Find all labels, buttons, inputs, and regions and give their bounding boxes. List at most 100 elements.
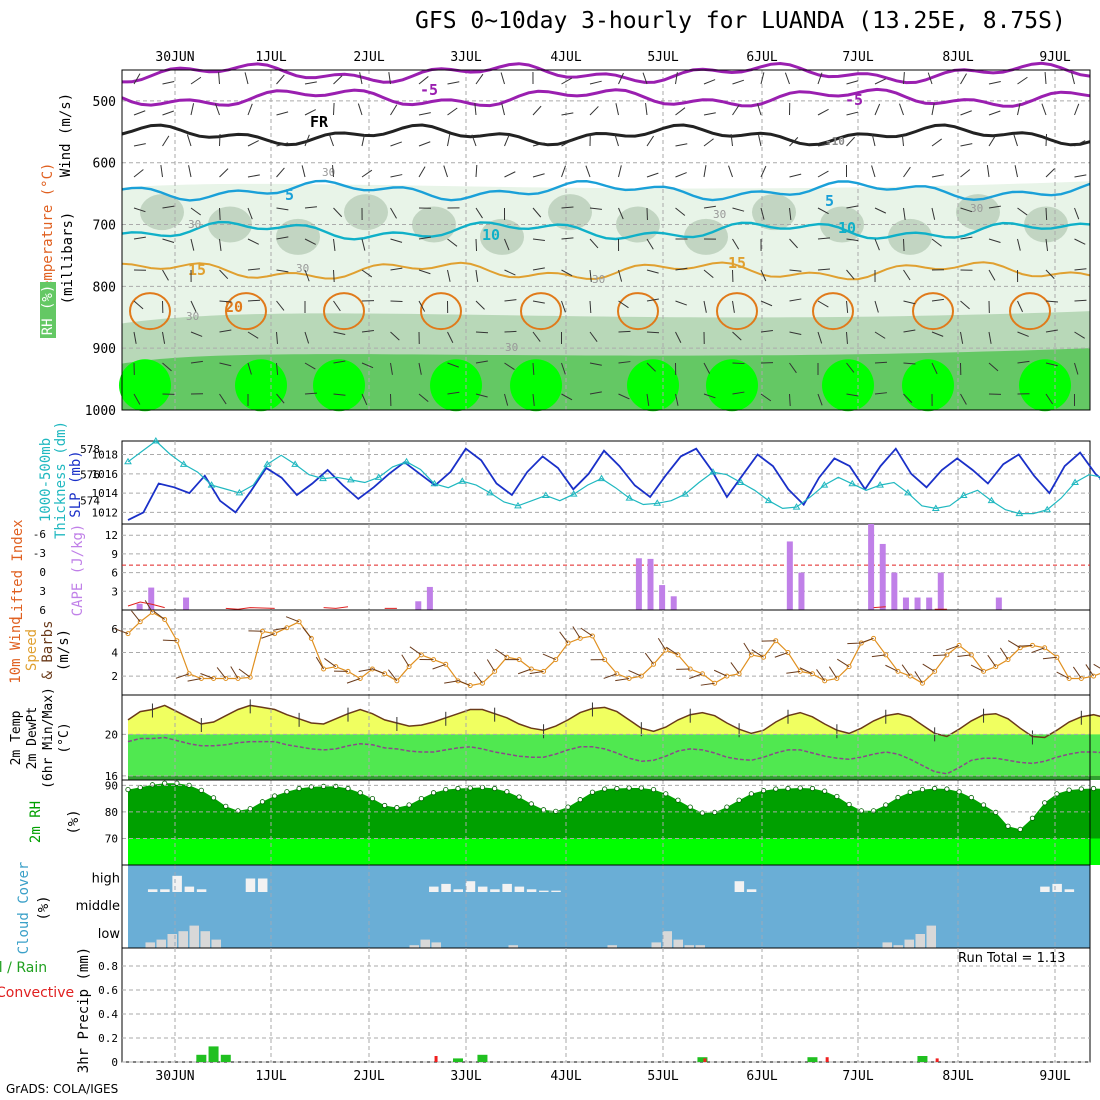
wind-axis-label: Speed bbox=[24, 629, 40, 671]
wind-barb bbox=[133, 207, 146, 213]
wind-barb bbox=[333, 238, 336, 251]
cape-tick-label: 9 bbox=[111, 548, 118, 561]
wind-barb bbox=[475, 164, 478, 178]
wind-barb bbox=[732, 104, 740, 116]
wind-barb bbox=[618, 393, 630, 400]
wind-barb bbox=[144, 600, 153, 613]
rh-marker bbox=[907, 789, 913, 795]
wind-barb bbox=[789, 331, 802, 335]
upper-panel-frame bbox=[121, 69, 1091, 411]
wind-barb bbox=[504, 171, 516, 178]
wind-barb bbox=[276, 269, 289, 273]
pressure-tick-label: 800 bbox=[93, 280, 116, 295]
wind-barb bbox=[789, 269, 802, 272]
rh-marker bbox=[149, 782, 156, 788]
wind-barb bbox=[589, 106, 599, 116]
wind-barb bbox=[390, 238, 403, 243]
wind-barb bbox=[743, 642, 752, 656]
li-tick-label: -3 bbox=[33, 547, 46, 560]
rh-marker bbox=[577, 797, 583, 803]
wind-barb bbox=[361, 134, 366, 147]
wind-barb bbox=[874, 207, 887, 214]
rh-axis-label: 2m RH bbox=[28, 801, 44, 843]
wind-barb bbox=[418, 141, 431, 147]
wind-barb bbox=[703, 393, 716, 399]
rh-marker bbox=[540, 807, 547, 813]
high-cloud-bar bbox=[147, 889, 158, 892]
cape-bar bbox=[415, 601, 422, 610]
wind-barb bbox=[532, 267, 545, 271]
wind-barb bbox=[475, 73, 484, 85]
wind-barb bbox=[361, 393, 368, 406]
wind-barb bbox=[532, 173, 545, 178]
rh-mid-blob bbox=[548, 194, 592, 231]
wind-barb bbox=[504, 299, 517, 302]
wind-barb bbox=[561, 393, 573, 401]
wind-barb bbox=[324, 658, 337, 668]
wind-barb bbox=[561, 362, 566, 375]
wind-tick-label: 6 bbox=[111, 623, 118, 636]
wind-barb bbox=[162, 81, 175, 85]
wind-barb bbox=[276, 362, 279, 375]
cape-bar bbox=[659, 585, 666, 610]
wind-barb bbox=[475, 207, 483, 219]
low-cloud-bar bbox=[156, 939, 166, 948]
convective-precip-bar bbox=[703, 1058, 707, 1062]
wind-barb bbox=[315, 656, 324, 670]
wind-barb bbox=[615, 677, 630, 682]
wind-barb bbox=[657, 638, 667, 651]
wind-barb bbox=[216, 667, 227, 679]
wind-barb bbox=[817, 393, 823, 406]
wind-barb bbox=[486, 659, 496, 672]
rh-tick-label: 80 bbox=[105, 806, 118, 819]
thickness-marker bbox=[319, 474, 327, 482]
wind-barb bbox=[874, 78, 887, 85]
temp-axis-label: 2m Temp bbox=[9, 710, 24, 765]
wind-barb bbox=[903, 166, 911, 178]
high-cloud-bar bbox=[245, 878, 256, 892]
wind-barb bbox=[162, 269, 169, 281]
wind-barb bbox=[618, 165, 622, 178]
wind-barb bbox=[387, 669, 398, 682]
cape-bar bbox=[914, 597, 921, 610]
wind-barb bbox=[190, 300, 197, 313]
thickness-marker bbox=[486, 488, 495, 496]
wind-barb bbox=[304, 109, 316, 116]
rh-legend-swatch bbox=[40, 282, 56, 338]
thickness-marker bbox=[876, 481, 884, 488]
wind-barb bbox=[532, 238, 545, 242]
wind-barb bbox=[361, 329, 374, 333]
wind-barb bbox=[273, 627, 287, 631]
wind-axis-label: (m/s) bbox=[56, 629, 72, 671]
wind-barb bbox=[901, 134, 904, 147]
wind-barb bbox=[1017, 103, 1021, 116]
wind-barb bbox=[532, 142, 545, 147]
wind-barb bbox=[614, 134, 619, 147]
cloud-level-label: low bbox=[98, 927, 121, 942]
wind-barb bbox=[618, 330, 631, 333]
rh-tick-label: 90 bbox=[105, 779, 118, 792]
wind-barb bbox=[500, 72, 505, 85]
wind-barb bbox=[162, 639, 177, 642]
li-tick-label: 6 bbox=[39, 604, 46, 617]
wind-barb bbox=[675, 143, 688, 147]
rh-marker bbox=[724, 804, 730, 810]
wind-barb bbox=[675, 107, 686, 116]
wind-barb bbox=[388, 72, 391, 85]
wind-barb bbox=[703, 362, 711, 374]
wind-barb bbox=[390, 141, 402, 147]
wind-barb bbox=[728, 165, 733, 178]
wind-barb bbox=[346, 678, 361, 684]
wind-barb bbox=[357, 103, 363, 116]
high-cloud-bar bbox=[1052, 883, 1062, 892]
rh-marker bbox=[809, 785, 816, 792]
pressure-tick-label: 700 bbox=[93, 219, 116, 234]
wind-barb bbox=[846, 205, 859, 209]
rh-marker bbox=[663, 791, 669, 797]
wind-barb bbox=[247, 268, 260, 271]
wind-barb bbox=[703, 138, 714, 147]
wind-barb bbox=[190, 360, 203, 364]
wind-barb bbox=[418, 269, 431, 275]
wind-barb bbox=[447, 362, 459, 368]
